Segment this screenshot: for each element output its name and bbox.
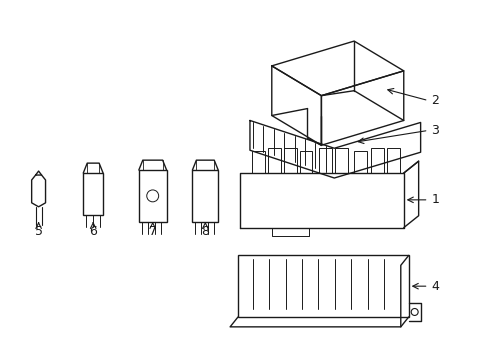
Bar: [267, 148, 280, 173]
Bar: [335, 148, 347, 173]
Bar: [238, 255, 408, 317]
Bar: [386, 148, 399, 173]
Text: 3: 3: [431, 124, 439, 137]
Text: 1: 1: [431, 193, 439, 206]
Text: 4: 4: [431, 280, 439, 293]
Bar: [83, 173, 103, 215]
Text: 5: 5: [35, 225, 42, 238]
Text: 7: 7: [148, 225, 156, 238]
Bar: [319, 148, 332, 173]
Bar: [299, 151, 312, 173]
Text: 8: 8: [201, 225, 209, 238]
Bar: [283, 148, 296, 173]
Bar: [353, 151, 366, 173]
Bar: [192, 170, 218, 222]
Bar: [139, 170, 166, 222]
Bar: [251, 151, 264, 173]
Bar: [370, 148, 383, 173]
Text: 2: 2: [431, 94, 439, 107]
Text: 6: 6: [89, 225, 97, 238]
